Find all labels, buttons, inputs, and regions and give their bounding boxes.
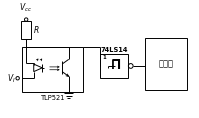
Text: 74LS14: 74LS14 <box>100 47 128 53</box>
Text: 1: 1 <box>102 55 106 60</box>
Text: $V_I$: $V_I$ <box>7 72 15 84</box>
Bar <box>22 47 83 91</box>
Text: $V_{cc}$: $V_{cc}$ <box>19 1 32 14</box>
Bar <box>21 21 31 38</box>
Text: TLP521: TLP521 <box>40 95 65 101</box>
Text: 1: 1 <box>102 55 106 60</box>
Bar <box>145 38 187 90</box>
Text: 单片机: 单片机 <box>159 59 174 68</box>
Text: $\mathit{Π}$: $\mathit{Π}$ <box>110 58 121 72</box>
Text: $\mathit{Π}$: $\mathit{Π}$ <box>110 59 120 72</box>
Bar <box>100 54 128 78</box>
Bar <box>101 55 127 77</box>
Text: $R$: $R$ <box>33 25 39 36</box>
